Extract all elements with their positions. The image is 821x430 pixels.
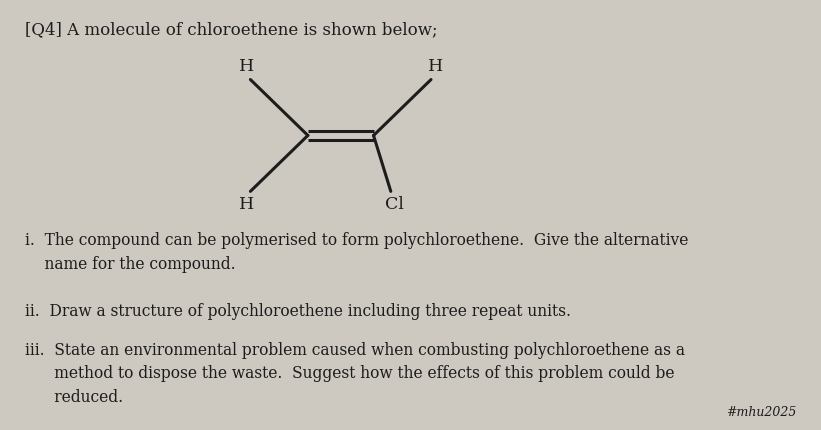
Text: H: H (239, 196, 254, 213)
Text: H: H (239, 58, 254, 75)
Text: Cl: Cl (386, 196, 404, 213)
Text: i.  The compound can be polymerised to form polychloroethene.  Give the alternat: i. The compound can be polymerised to fo… (25, 232, 688, 273)
Text: iii.  State an environmental problem caused when combusting polychloroethene as : iii. State an environmental problem caus… (25, 342, 685, 406)
Text: #mhu2025: #mhu2025 (726, 406, 796, 419)
Text: H: H (428, 58, 443, 75)
Text: ii.  Draw a structure of polychloroethene including three repeat units.: ii. Draw a structure of polychloroethene… (25, 303, 571, 320)
Text: [Q4] A molecule of chloroethene is shown below;: [Q4] A molecule of chloroethene is shown… (25, 22, 437, 39)
